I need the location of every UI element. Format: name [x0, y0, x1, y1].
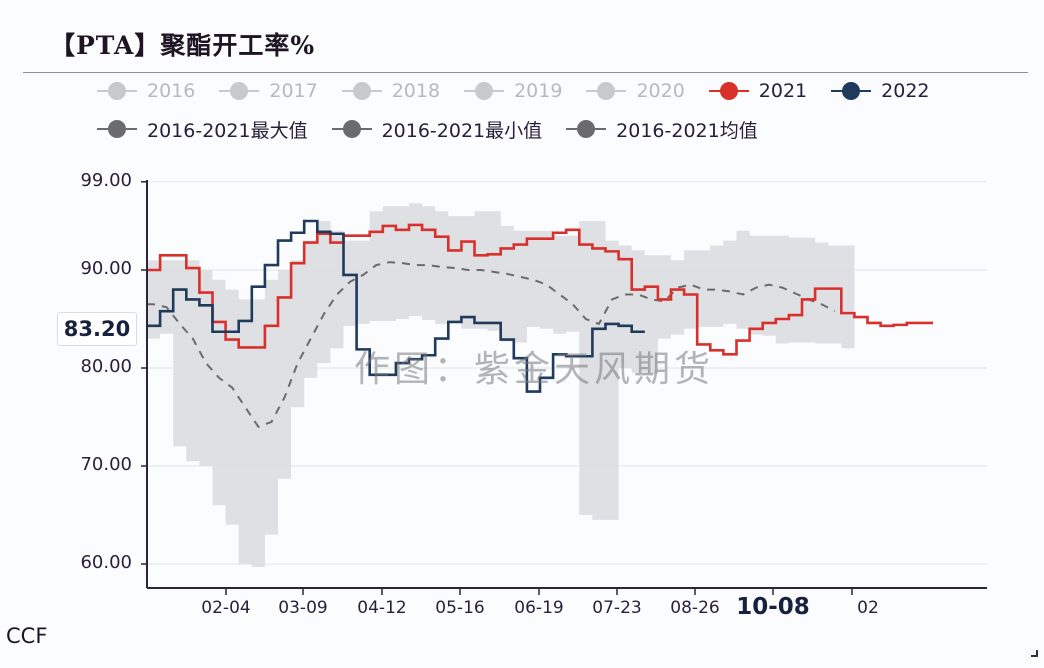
legend-label: 2020 [636, 80, 685, 102]
chart-title: 【PTA】聚酯开工率% [50, 31, 316, 60]
legend-marker-icon [95, 119, 139, 139]
x-tick-label: 06-19 [514, 598, 564, 618]
mean-line [147, 261, 836, 429]
legend-item-2017[interactable]: 2017 [217, 80, 318, 102]
legend-label: 2022 [881, 80, 930, 102]
legend-item-2016-2021-2[interactable]: 2016-2021均值 [564, 116, 758, 143]
legend-label: 2019 [514, 80, 563, 102]
legend-item-2019[interactable]: 2019 [462, 80, 562, 102]
legend-marker-icon [584, 81, 628, 101]
x-tick-label: 02-04 [201, 598, 251, 618]
legend-marker-icon [330, 119, 374, 139]
legend-item-2020[interactable]: 2020 [584, 80, 685, 102]
x-tick-label: 04-12 [357, 598, 407, 618]
y-tick-label: 80.00 [80, 356, 132, 377]
legend-row-stats: 2016-2021最大值 2016-2021最小值 2016-2021均值 [95, 116, 780, 142]
y-axis-pointer-value: 83.20 [57, 312, 137, 346]
x-tick-label: 02 [857, 598, 879, 618]
y-tick-label: 60.00 [80, 552, 132, 573]
legend-marker-icon [340, 81, 384, 101]
legend-label: 2016-2021最大值 [147, 119, 308, 142]
y-tick-label: 99.00 [80, 169, 132, 191]
legend-label: 2016-2021均值 [616, 119, 758, 142]
legend-marker-icon [217, 81, 261, 101]
legend-row-years: 2016 2017 2018 2019 2020 2021 2022 [95, 78, 952, 104]
x-tick-label: 05-16 [435, 598, 485, 618]
legend-item-2021[interactable]: 2021 [707, 80, 807, 102]
legend-marker-icon [95, 81, 139, 101]
series-2021-line [147, 223, 933, 356]
watermark: 作图：紫金天风期货 [354, 349, 715, 390]
y-tick-label: 70.00 [80, 454, 132, 475]
legend-label: 2016-2021最小值 [381, 119, 543, 142]
source-label: CCF [6, 624, 48, 648]
legend-item-2016-2021-0[interactable]: 2016-2021最大值 [95, 116, 308, 143]
legend-item-2016[interactable]: 2016 [95, 80, 195, 102]
series-2022-line [147, 219, 645, 393]
legend-label: 2017 [269, 80, 318, 102]
x-tick-label: 10-08 [736, 594, 810, 620]
title-divider [23, 72, 1028, 73]
x-tick-label: 07-23 [592, 598, 642, 618]
legend-item-2022[interactable]: 2022 [829, 80, 930, 102]
resize-handle-icon[interactable] [1031, 650, 1038, 657]
y-tick-label: 90.00 [80, 258, 132, 279]
legend-marker-icon [829, 81, 873, 101]
legend-label: 2021 [758, 80, 808, 102]
x-tick-label: 03-09 [278, 598, 328, 618]
min-max-band [147, 203, 855, 567]
legend-label: 2018 [391, 80, 441, 102]
x-tick-label: 08-26 [670, 598, 720, 618]
legend-marker-icon [462, 81, 506, 101]
legend-marker-icon [564, 119, 608, 139]
legend-label: 2016 [147, 80, 196, 102]
legend-item-2016-2021-1[interactable]: 2016-2021最小值 [330, 116, 543, 143]
legend-item-2018[interactable]: 2018 [340, 80, 440, 102]
legend-marker-icon [707, 81, 751, 101]
